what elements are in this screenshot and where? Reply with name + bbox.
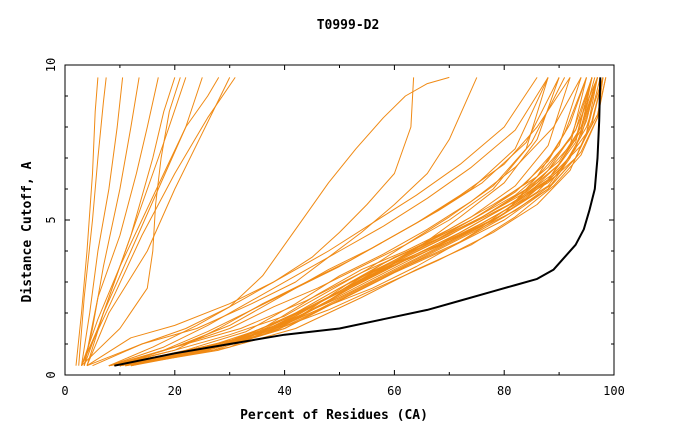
model-curve-44: [125, 77, 598, 367]
axis-ticks: 0 20 40 60 80 100 0 5 10: [44, 58, 625, 398]
model-curve-8: [83, 77, 203, 366]
model-curve-39: [108, 77, 538, 367]
model-curve-37: [119, 77, 598, 367]
model-curve-41: [114, 77, 593, 367]
x-tick-label: 40: [277, 384, 291, 398]
model-curve-38: [125, 77, 604, 367]
y-tick-label: 10: [44, 58, 58, 72]
y-tick-label: 5: [44, 216, 58, 223]
model-curve-22: [119, 77, 598, 367]
model-curve-3: [81, 77, 124, 366]
model-curve-2: [78, 77, 107, 366]
y-axis-label: Distance Cutoff, A: [20, 161, 35, 302]
plot-frame: [64, 64, 615, 376]
model-curve-31: [108, 77, 549, 367]
model-curve-13: [86, 77, 415, 367]
model-curve-42: [119, 77, 598, 367]
x-axis-label: Percent of Residues (CA): [240, 408, 428, 423]
x-tick-label: 80: [497, 384, 511, 398]
model-curve-11: [81, 77, 220, 366]
model-curve-16: [108, 77, 549, 367]
model-curve-48: [114, 77, 587, 367]
model-curve-34: [119, 77, 604, 367]
x-tick-label: 0: [61, 384, 68, 398]
model-curve-9: [86, 77, 231, 366]
model-curve-40: [119, 77, 593, 367]
model-curve-1: [75, 77, 99, 366]
model-curve-23: [119, 77, 593, 367]
model-curve-45: [119, 77, 598, 367]
model-curve-4: [83, 77, 140, 366]
model-curve-5: [83, 77, 159, 366]
model-curve-15: [92, 76, 450, 367]
model-curve-24: [114, 77, 582, 367]
model-curve-33: [114, 77, 566, 367]
model-curve-35: [114, 77, 596, 367]
model-curve-25: [119, 77, 598, 367]
x-tick-label: 20: [168, 384, 182, 398]
model-curve-46: [114, 77, 549, 367]
x-tick-label: 100: [603, 384, 625, 398]
model-curve-21: [114, 77, 593, 367]
model-curve-43: [130, 77, 593, 367]
best-model-curve: [114, 77, 602, 367]
y-tick-label: 0: [44, 371, 58, 378]
chart-title: T0999-D2: [317, 18, 380, 33]
model-curve-47: [125, 77, 607, 367]
model-curve-10: [81, 77, 181, 367]
x-tick-label: 60: [387, 384, 401, 398]
series-layer: [75, 76, 607, 367]
model-curve-12: [81, 77, 236, 366]
